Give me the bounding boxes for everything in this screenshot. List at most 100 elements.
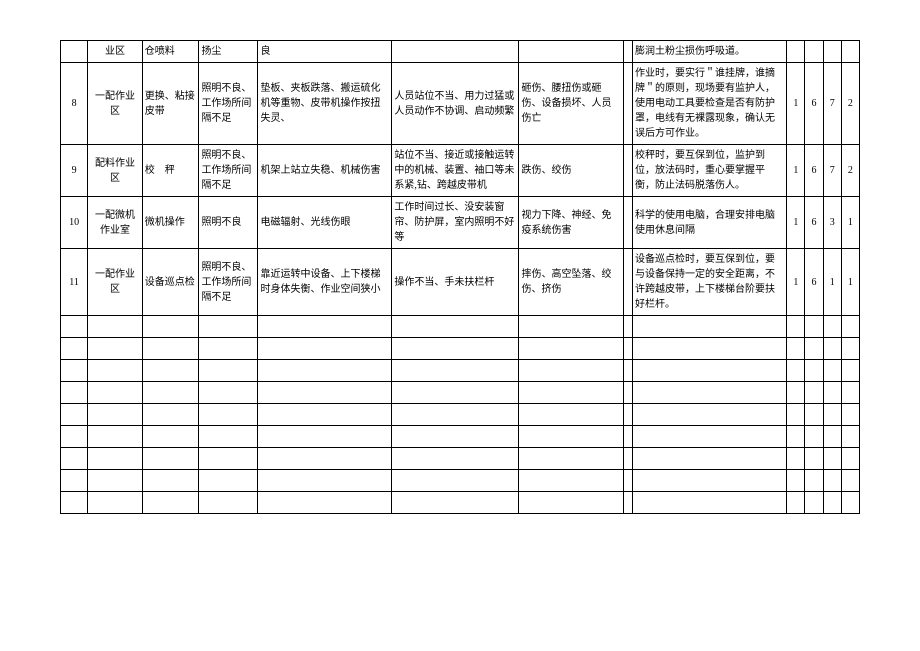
cell-empty — [632, 338, 786, 360]
cell-empty — [632, 426, 786, 448]
cell-empty — [823, 470, 841, 492]
cell-empty — [61, 382, 88, 404]
cell-empty — [61, 316, 88, 338]
cell-result: 视力下降、神经、免疫系统伤害 — [519, 197, 623, 249]
cell-measure: 设备巡点检时，要互保到位，要与设备保持一定的安全距离，不许跨越皮带，上下楼梯台阶… — [632, 249, 786, 316]
cell-n4: 2 — [841, 63, 859, 145]
cell-empty — [623, 360, 632, 382]
cell-empty — [623, 338, 632, 360]
cell-empty — [199, 448, 258, 470]
cell-empty — [61, 360, 88, 382]
cell-empty — [392, 404, 519, 426]
table-row-empty — [61, 404, 860, 426]
cell-empty — [805, 492, 823, 514]
cell-n2: 6 — [805, 145, 823, 197]
table-row: 业区仓喷料扬尘良膨润土粉尘损伤呼吸道。 — [61, 41, 860, 63]
cell-measure: 科学的使用电脑，合理安排电脑使用休息间隔 — [632, 197, 786, 249]
cell-empty — [841, 316, 859, 338]
cell-result: 跌伤、绞伤 — [519, 145, 623, 197]
cell-empty — [199, 338, 258, 360]
cell-empty — [88, 492, 142, 514]
cell-task: 校 秤 — [142, 145, 199, 197]
cell-empty — [142, 382, 199, 404]
cell-empty — [823, 338, 841, 360]
table-row: 8一配作业区更换、粘接皮带照明不良、工作场所间隔不足垫板、夹板跌落、搬运硫化机等… — [61, 63, 860, 145]
cell-id: 11 — [61, 249, 88, 316]
cell-task: 设备巡点检 — [142, 249, 199, 316]
cell-result — [519, 41, 623, 63]
cell-empty — [519, 448, 623, 470]
cell-n2: 6 — [805, 197, 823, 249]
cell-hazard: 良 — [258, 41, 392, 63]
cell-empty — [392, 360, 519, 382]
cell-empty — [258, 492, 392, 514]
cell-empty — [258, 338, 392, 360]
cell-area: 配料作业区 — [88, 145, 142, 197]
cell-result: 摔伤、高空坠落、绞伤、挤伤 — [519, 249, 623, 316]
cell-measure: 作业时，要实行＂谁挂牌，谁摘牌＂的原则，现场要有监护人，使用电动工具要检查是否有… — [632, 63, 786, 145]
cell-cause: 站位不当、接近或接触运转中的机械、装置、袖口等未系紧,钻、跨越皮带机 — [392, 145, 519, 197]
cell-empty — [142, 404, 199, 426]
cell-n1: 1 — [787, 145, 805, 197]
table-row-empty — [61, 492, 860, 514]
cell-empty — [392, 316, 519, 338]
cell-empty — [787, 316, 805, 338]
cell-measure: 校秤时，要互保到位，监护到位，放法码时，重心要掌握平衡，防止法码脱落伤人。 — [632, 145, 786, 197]
cell-condition: 照明不良、工作场所间隔不足 — [199, 63, 258, 145]
cell-empty — [823, 382, 841, 404]
cell-n3: 7 — [823, 63, 841, 145]
cell-empty — [88, 360, 142, 382]
cell-empty — [88, 338, 142, 360]
cell-empty — [519, 360, 623, 382]
cell-hazard: 靠近运转中设备、上下楼梯时身体失衡、作业空间狭小 — [258, 249, 392, 316]
cell-empty — [142, 426, 199, 448]
cell-existing — [623, 249, 632, 316]
cell-area: 一配微机作业室 — [88, 197, 142, 249]
cell-area: 一配作业区 — [88, 63, 142, 145]
cell-empty — [519, 338, 623, 360]
cell-empty — [61, 492, 88, 514]
table-row-empty — [61, 382, 860, 404]
table-row: 10一配微机作业室微机操作照明不良电磁辐射、光线伤眼工作时间过长、没安装窗帘、防… — [61, 197, 860, 249]
cell-measure: 膨润土粉尘损伤呼吸道。 — [632, 41, 786, 63]
cell-empty — [519, 382, 623, 404]
cell-empty — [623, 382, 632, 404]
cell-empty — [199, 360, 258, 382]
cell-condition: 扬尘 — [199, 41, 258, 63]
cell-empty — [805, 470, 823, 492]
cell-empty — [199, 470, 258, 492]
cell-empty — [258, 448, 392, 470]
cell-empty — [258, 470, 392, 492]
table-row-empty — [61, 316, 860, 338]
cell-empty — [787, 426, 805, 448]
cell-existing — [623, 41, 632, 63]
cell-id: 8 — [61, 63, 88, 145]
cell-empty — [88, 316, 142, 338]
cell-task: 更换、粘接皮带 — [142, 63, 199, 145]
cell-empty — [632, 448, 786, 470]
cell-empty — [823, 316, 841, 338]
cell-existing — [623, 145, 632, 197]
table-row: 9配料作业区校 秤照明不良、工作场所间隔不足机架上站立失稳、机械伤害站位不当、接… — [61, 145, 860, 197]
cell-empty — [805, 316, 823, 338]
cell-empty — [805, 360, 823, 382]
cell-area: 业区 — [88, 41, 142, 63]
cell-empty — [258, 360, 392, 382]
cell-empty — [142, 360, 199, 382]
cell-empty — [199, 382, 258, 404]
cell-empty — [519, 316, 623, 338]
cell-empty — [88, 404, 142, 426]
cell-empty — [841, 492, 859, 514]
cell-empty — [805, 426, 823, 448]
cell-empty — [632, 316, 786, 338]
cell-empty — [623, 448, 632, 470]
cell-condition: 照明不良 — [199, 197, 258, 249]
cell-empty — [142, 470, 199, 492]
cell-empty — [787, 382, 805, 404]
cell-cause: 操作不当、手未扶栏杆 — [392, 249, 519, 316]
cell-hazard: 电磁辐射、光线伤眼 — [258, 197, 392, 249]
table-row-empty — [61, 360, 860, 382]
cell-empty — [623, 404, 632, 426]
cell-empty — [392, 426, 519, 448]
cell-area: 一配作业区 — [88, 249, 142, 316]
